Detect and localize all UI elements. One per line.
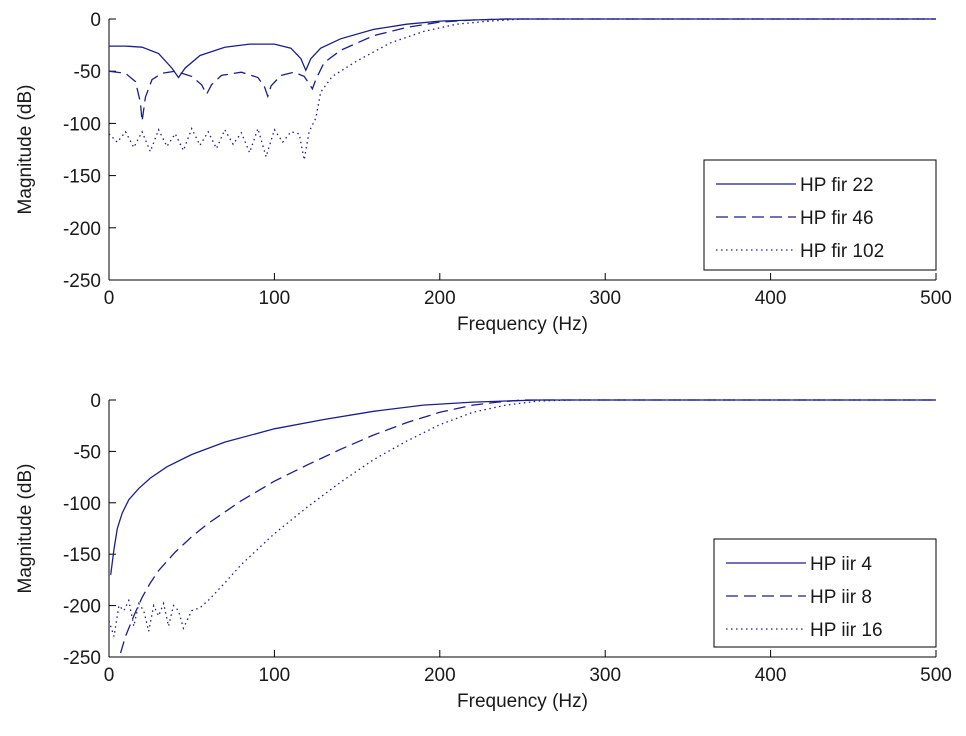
y-tick-label: 0 — [90, 10, 101, 31]
legend: HP fir 22 HP fir 46 HP fir 102 — [703, 159, 937, 271]
chart-1: 0 100 200 300 400 500 0 -50 -100 -150 -200 -250 Freq… — [15, 10, 952, 335]
legend-label: HP iir 16 — [810, 620, 883, 641]
x-axis-label: Frequency (Hz) — [457, 314, 588, 335]
y-tick-label: -100 — [63, 114, 101, 135]
x-axis-label: Frequency (Hz) — [457, 691, 588, 712]
legend-box — [703, 159, 937, 271]
legend-label: HP iir 4 — [810, 554, 872, 575]
y-tick-label: -150 — [63, 545, 101, 566]
legend-label: HP iir 8 — [810, 587, 872, 608]
plots: 0 100 200 300 400 500 0 -50 -100 -150 -200 -250 Freq… — [15, 10, 952, 712]
y-tick-label: 0 — [90, 391, 101, 412]
x-tick-label: 300 — [589, 665, 621, 686]
y-tick-label: -250 — [63, 648, 101, 669]
y-tick-label: -200 — [63, 597, 101, 618]
y-tick-label: -200 — [63, 219, 101, 240]
legend-label: HP fir 102 — [800, 241, 884, 262]
y-tick-label: -100 — [63, 494, 101, 515]
legend-label: HP fir 22 — [800, 175, 874, 196]
x-tick-label: 300 — [589, 288, 621, 309]
x-tick-label: 100 — [259, 288, 291, 309]
series-line-hp-iir-8 — [119, 399, 936, 654]
y-tick-label: -250 — [63, 271, 101, 292]
y-tick-label: -150 — [63, 167, 101, 188]
series-line-hp-fir-46 — [108, 18, 936, 122]
y-axis-label: Magnitude (dB) — [15, 464, 36, 594]
x-tick-label: 200 — [424, 288, 456, 309]
x-tick-label: 500 — [920, 288, 952, 309]
x-tick-label: 100 — [259, 665, 291, 686]
chart-2: 0 100 200 300 400 500 0 -50 -100 -150 -200 -250 Freq… — [15, 391, 952, 712]
series-line-hp-iir-4 — [110, 399, 936, 575]
legend: HP iir 4 HP iir 8 HP iir 16 — [713, 538, 937, 648]
y-tick-label: -50 — [74, 62, 101, 83]
x-tick-label: 0 — [104, 665, 115, 686]
y-axis-label: Magnitude (dB) — [15, 85, 36, 215]
x-tick-label: 500 — [920, 665, 952, 686]
x-tick-label: 400 — [755, 665, 787, 686]
series-line-hp-fir-102 — [108, 18, 936, 161]
x-tick-label: 400 — [755, 288, 787, 309]
y-tick-label: -50 — [74, 442, 101, 463]
x-tick-label: 200 — [424, 665, 456, 686]
x-tick-label: 0 — [104, 288, 115, 309]
series-line-hp-iir-16 — [108, 399, 936, 637]
legend-label: HP fir 46 — [800, 208, 874, 229]
